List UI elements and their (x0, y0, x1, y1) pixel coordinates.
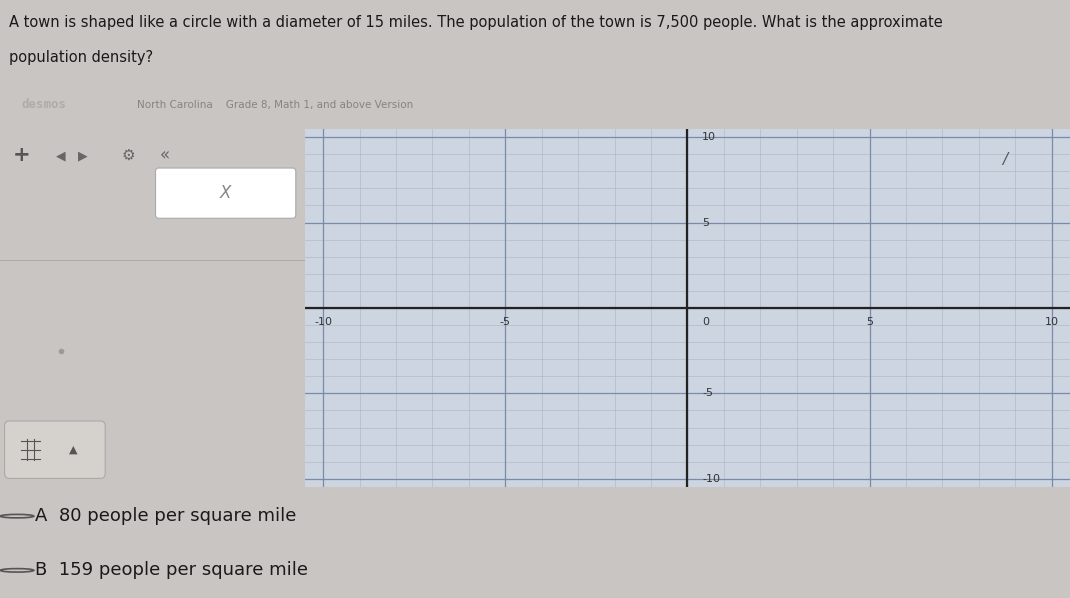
Text: ⚙: ⚙ (121, 148, 135, 163)
Text: -5: -5 (500, 316, 510, 327)
Text: 5: 5 (702, 218, 709, 228)
Text: 5: 5 (866, 316, 873, 327)
Text: population density?: population density? (9, 50, 153, 65)
Text: B  159 people per square mile: B 159 people per square mile (35, 562, 308, 579)
Text: A  80 people per square mile: A 80 people per square mile (35, 507, 296, 525)
Text: A town is shaped like a circle with a diameter of 15 miles. The population of th: A town is shaped like a circle with a di… (9, 14, 943, 29)
Text: ▶: ▶ (77, 149, 87, 162)
Text: X: X (220, 184, 231, 202)
Text: -10: -10 (315, 316, 332, 327)
Text: -10: -10 (702, 474, 720, 484)
FancyBboxPatch shape (155, 168, 295, 218)
Text: desmos: desmos (21, 98, 66, 111)
Text: 10: 10 (1044, 316, 1059, 327)
Text: 0: 0 (702, 316, 709, 327)
Text: +: + (13, 145, 30, 166)
Text: 10: 10 (702, 132, 716, 142)
Text: North Carolina    Grade 8, Math 1, and above Version: North Carolina Grade 8, Math 1, and abov… (137, 100, 413, 109)
Text: ▲: ▲ (68, 445, 77, 454)
Text: /: / (1003, 152, 1008, 167)
FancyBboxPatch shape (4, 421, 105, 478)
Text: «: « (159, 147, 170, 164)
Text: ◀: ◀ (57, 149, 65, 162)
Text: -5: -5 (702, 388, 713, 398)
